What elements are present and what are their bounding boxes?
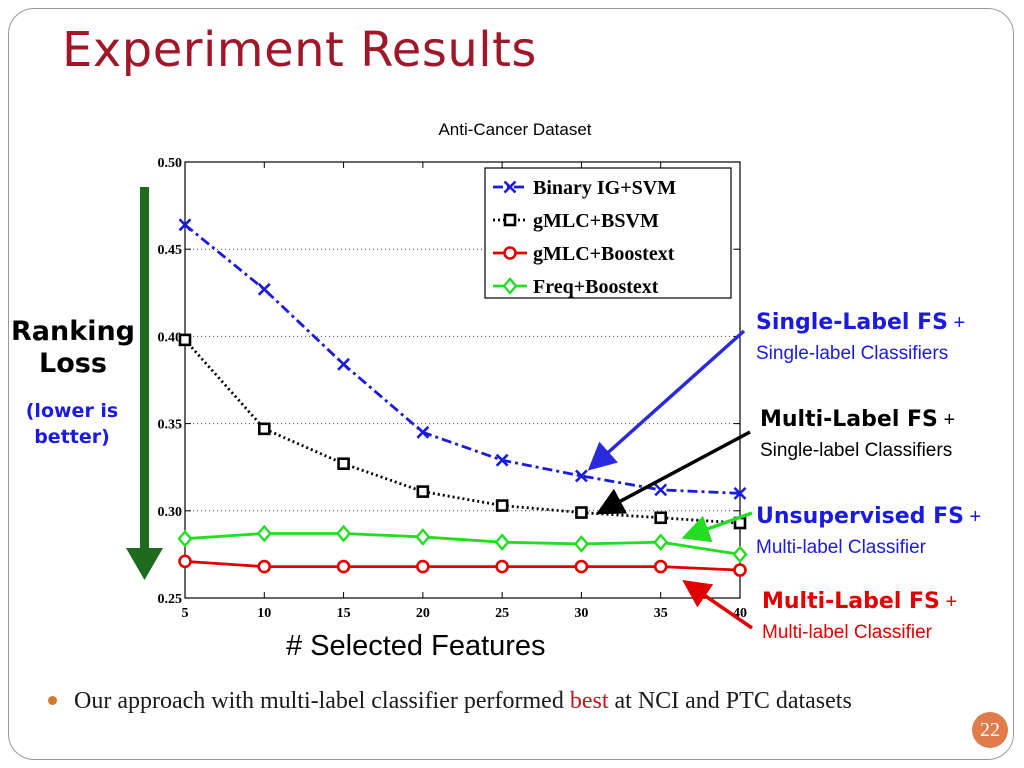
- bullet-text-after: at NCI and PTC datasets: [608, 688, 852, 714]
- legend-label-freq-boostext: Freq+Boostext: [533, 276, 659, 298]
- legend-label-binary-ig-svm: Binary IG+SVM: [533, 177, 676, 199]
- data-point-gmlc-bsvm: [416, 485, 430, 498]
- data-point-binary-ig-svm: [733, 486, 747, 500]
- data-point-freq-boostext: [335, 524, 352, 543]
- data-point-binary-ig-svm: [337, 357, 350, 371]
- y-tick-label: 0.45: [158, 243, 183, 258]
- data-point-binary-ig-svm: [575, 469, 588, 483]
- annotation-strong: Multi-Label FS: [762, 589, 940, 614]
- annotation-strong: Multi-Label FS: [760, 407, 938, 432]
- y-axis-label-line2: Loss: [39, 348, 107, 379]
- annotation-multi-label-fs-multi: Multi-Label FS + Multi-label Classifier: [762, 587, 957, 647]
- data-point-gmlc-boostext: [574, 559, 589, 574]
- data-point-binary-ig-svm: [495, 453, 509, 467]
- annotation-plus: +: [939, 591, 958, 613]
- data-point-gmlc-boostext: [178, 554, 192, 569]
- data-point-binary-ig-svm: [178, 218, 192, 232]
- annotation-subtext: Single-label Classifiers: [756, 343, 949, 364]
- x-tick-label: 30: [574, 606, 588, 621]
- data-point-binary-ig-svm: [416, 425, 430, 439]
- data-point-gmlc-boostext: [653, 559, 668, 574]
- data-point-gmlc-boostext: [495, 559, 509, 574]
- plot-frame: [184, 161, 741, 599]
- y-tick-label: 0.50: [158, 156, 183, 171]
- y-axis-note-line2: better): [34, 426, 110, 448]
- annotation-strong: Single-Label FS: [756, 310, 948, 335]
- data-point-gmlc-bsvm: [495, 499, 509, 512]
- annotation-plus: +: [963, 506, 982, 528]
- y-axis-label: Ranking Loss: [4, 316, 142, 380]
- y-axis-note-line1: (lower is: [25, 400, 119, 422]
- data-point-gmlc-bsvm: [654, 511, 668, 525]
- series-line-gmlc-boostext: [184, 559, 741, 572]
- y-tick-label: 0.30: [158, 505, 183, 520]
- lower-is-better-arrow: [126, 187, 163, 580]
- y-tick-label: 0.35: [158, 418, 183, 433]
- data-point-gmlc-bsvm: [178, 333, 192, 347]
- x-tick-label: 20: [416, 606, 430, 621]
- series-line-gmlc-bsvm: [183, 338, 741, 525]
- data-point-gmlc-boostext: [416, 559, 430, 574]
- legend-marker-freq-boostext: [502, 277, 518, 295]
- annotation-multi-label-fs-single: Multi-Label FS + Single-label Classifier…: [760, 405, 955, 465]
- data-point-freq-boostext: [573, 535, 590, 553]
- slide-title: Experiment Results: [62, 22, 537, 78]
- annotation-plus: +: [937, 409, 956, 431]
- data-point-binary-ig-svm: [257, 282, 271, 296]
- x-tick-label: 15: [337, 606, 351, 621]
- annotation-subtext: Multi-label Classifier: [762, 622, 932, 643]
- legend-marker-binary-ig-svm: [503, 180, 517, 194]
- annotation-single-label-fs: Single-Label FS + Single-label Classifie…: [756, 308, 965, 368]
- x-tick-label: 5: [182, 606, 189, 621]
- x-axis-label: # Selected Features: [286, 630, 546, 662]
- annotation-arrow-multi-label-multi: [682, 580, 753, 630]
- legend-marker-gmlc-bsvm: [503, 213, 517, 227]
- x-tick-label: 10: [257, 606, 271, 621]
- x-tick-label: 25: [495, 606, 509, 621]
- data-point-freq-boostext: [653, 533, 669, 552]
- legend-box: [484, 167, 732, 299]
- annotation-arrow-single-label: [587, 329, 746, 471]
- annotation-plus: +: [948, 312, 966, 334]
- y-axis-note: (lower is better): [10, 398, 134, 450]
- data-point-gmlc-boostext: [336, 559, 351, 574]
- bullet-point: Our approach with multi-label classifier…: [48, 688, 978, 715]
- data-point-gmlc-bsvm: [337, 457, 350, 471]
- annotation-unsupervised-fs: Unsupervised FS + Multi-label Classifier: [756, 502, 981, 562]
- annotation-arrow-unsupervised: [681, 511, 753, 543]
- annotation-subtext: Multi-label Classifier: [756, 537, 926, 558]
- x-tick-label: 35: [654, 606, 668, 621]
- data-point-gmlc-bsvm: [257, 422, 271, 436]
- annotation-arrow-multi-label-single: [595, 430, 751, 515]
- legend-label-gmlc-boostext: gMLC+Boostext: [533, 243, 675, 265]
- legend-marker-gmlc-boostext: [503, 246, 517, 260]
- series-line-freq-boostext: [184, 532, 741, 556]
- data-point-gmlc-boostext: [257, 559, 272, 574]
- bullet-icon: [48, 696, 57, 705]
- bullet-text: Our approach with multi-label classifier…: [74, 688, 978, 715]
- bullet-text-before: Our approach with multi-label classifier…: [74, 688, 570, 714]
- data-point-gmlc-bsvm: [575, 506, 588, 519]
- data-point-freq-boostext: [177, 529, 193, 548]
- y-tick-label: 0.40: [158, 330, 183, 345]
- data-point-freq-boostext: [415, 528, 431, 546]
- legend-label-gmlc-bsvm: gMLC+BSVM: [533, 210, 659, 232]
- page-number-badge: 22: [972, 712, 1008, 748]
- data-point-binary-ig-svm: [654, 483, 668, 497]
- data-point-gmlc-boostext: [733, 563, 747, 577]
- data-point-freq-boostext: [256, 524, 272, 543]
- data-point-freq-boostext: [494, 533, 510, 552]
- chart-title: Anti-Cancer Dataset: [438, 120, 592, 139]
- annotation-strong: Unsupervised FS: [756, 504, 964, 529]
- slide-frame: [8, 8, 1014, 760]
- annotation-subtext: Single-label Classifiers: [760, 440, 953, 461]
- data-point-freq-boostext: [732, 545, 748, 564]
- bullet-highlight: best: [569, 688, 609, 714]
- y-tick-label: 0.25: [158, 592, 183, 607]
- y-axis-label-line1: Ranking: [11, 316, 135, 347]
